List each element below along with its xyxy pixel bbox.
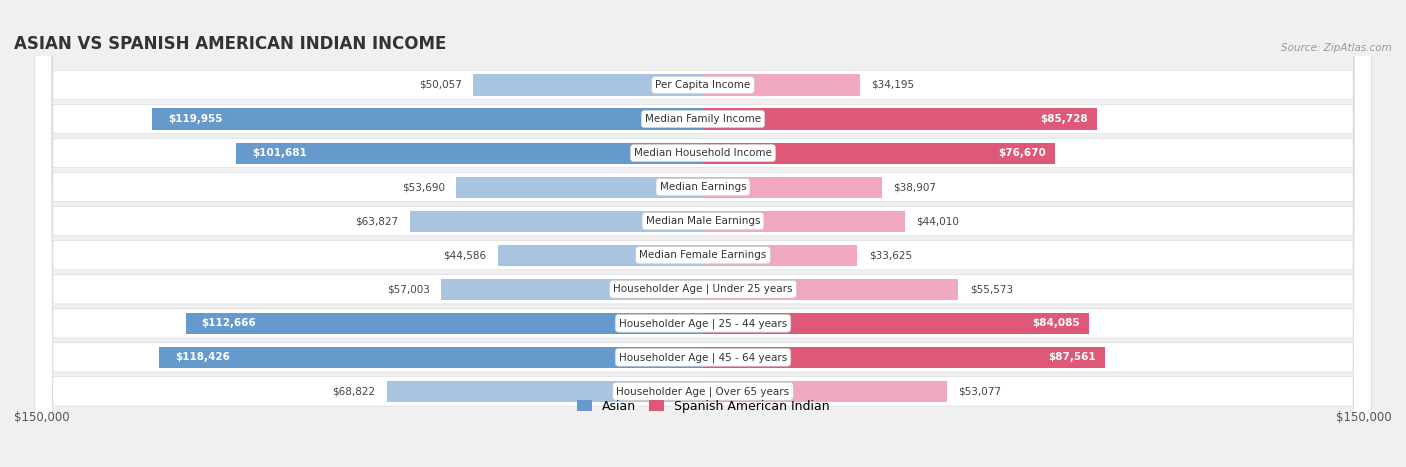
Bar bbox=[387, 381, 703, 402]
Text: Householder Age | 25 - 44 years: Householder Age | 25 - 44 years bbox=[619, 318, 787, 328]
FancyBboxPatch shape bbox=[35, 0, 1371, 467]
Bar bbox=[472, 74, 703, 96]
Bar bbox=[703, 245, 858, 266]
Text: $44,010: $44,010 bbox=[917, 216, 959, 226]
Bar bbox=[703, 142, 1054, 163]
Bar bbox=[236, 142, 703, 163]
Text: $63,827: $63,827 bbox=[356, 216, 398, 226]
Text: $53,690: $53,690 bbox=[402, 182, 444, 192]
Bar bbox=[703, 74, 860, 96]
Text: Householder Age | Over 65 years: Householder Age | Over 65 years bbox=[616, 386, 790, 396]
Text: $119,955: $119,955 bbox=[169, 114, 222, 124]
Text: $33,625: $33,625 bbox=[869, 250, 912, 260]
Text: $55,573: $55,573 bbox=[970, 284, 1012, 294]
Text: $87,561: $87,561 bbox=[1049, 352, 1095, 362]
FancyBboxPatch shape bbox=[35, 0, 1371, 467]
Bar bbox=[152, 108, 703, 129]
Text: $34,195: $34,195 bbox=[872, 80, 915, 90]
Text: Median Household Income: Median Household Income bbox=[634, 148, 772, 158]
Text: Householder Age | Under 25 years: Householder Age | Under 25 years bbox=[613, 284, 793, 295]
Text: Per Capita Income: Per Capita Income bbox=[655, 80, 751, 90]
FancyBboxPatch shape bbox=[35, 0, 1371, 467]
Text: $57,003: $57,003 bbox=[387, 284, 430, 294]
Text: $68,822: $68,822 bbox=[332, 386, 375, 396]
Text: Householder Age | 45 - 64 years: Householder Age | 45 - 64 years bbox=[619, 352, 787, 362]
Legend: Asian, Spanish American Indian: Asian, Spanish American Indian bbox=[572, 395, 834, 417]
Bar bbox=[409, 211, 703, 232]
Bar bbox=[159, 347, 703, 368]
Text: $44,586: $44,586 bbox=[444, 250, 486, 260]
Text: ASIAN VS SPANISH AMERICAN INDIAN INCOME: ASIAN VS SPANISH AMERICAN INDIAN INCOME bbox=[14, 35, 447, 53]
FancyBboxPatch shape bbox=[35, 0, 1371, 467]
Text: $38,907: $38,907 bbox=[893, 182, 936, 192]
Text: Median Earnings: Median Earnings bbox=[659, 182, 747, 192]
Text: Median Family Income: Median Family Income bbox=[645, 114, 761, 124]
Bar bbox=[186, 313, 703, 334]
Bar bbox=[703, 177, 882, 198]
Text: $85,728: $85,728 bbox=[1040, 114, 1088, 124]
Text: $50,057: $50,057 bbox=[419, 80, 461, 90]
Text: $150,000: $150,000 bbox=[14, 411, 70, 425]
FancyBboxPatch shape bbox=[35, 0, 1371, 467]
FancyBboxPatch shape bbox=[35, 0, 1371, 467]
Bar bbox=[703, 211, 905, 232]
Bar bbox=[457, 177, 703, 198]
Text: Source: ZipAtlas.com: Source: ZipAtlas.com bbox=[1281, 42, 1392, 53]
Bar bbox=[703, 313, 1090, 334]
FancyBboxPatch shape bbox=[35, 0, 1371, 467]
Text: $118,426: $118,426 bbox=[176, 352, 231, 362]
Text: Median Male Earnings: Median Male Earnings bbox=[645, 216, 761, 226]
Text: $53,077: $53,077 bbox=[959, 386, 1001, 396]
Text: $84,085: $84,085 bbox=[1032, 318, 1080, 328]
Bar bbox=[703, 347, 1105, 368]
Text: $112,666: $112,666 bbox=[201, 318, 256, 328]
Bar bbox=[703, 381, 946, 402]
Bar bbox=[703, 279, 959, 300]
Text: $150,000: $150,000 bbox=[1336, 411, 1392, 425]
FancyBboxPatch shape bbox=[35, 0, 1371, 467]
Text: $76,670: $76,670 bbox=[998, 148, 1046, 158]
Bar bbox=[703, 108, 1097, 129]
FancyBboxPatch shape bbox=[35, 0, 1371, 467]
FancyBboxPatch shape bbox=[35, 0, 1371, 467]
Text: Median Female Earnings: Median Female Earnings bbox=[640, 250, 766, 260]
Text: $101,681: $101,681 bbox=[252, 148, 307, 158]
Bar bbox=[498, 245, 703, 266]
Bar bbox=[441, 279, 703, 300]
